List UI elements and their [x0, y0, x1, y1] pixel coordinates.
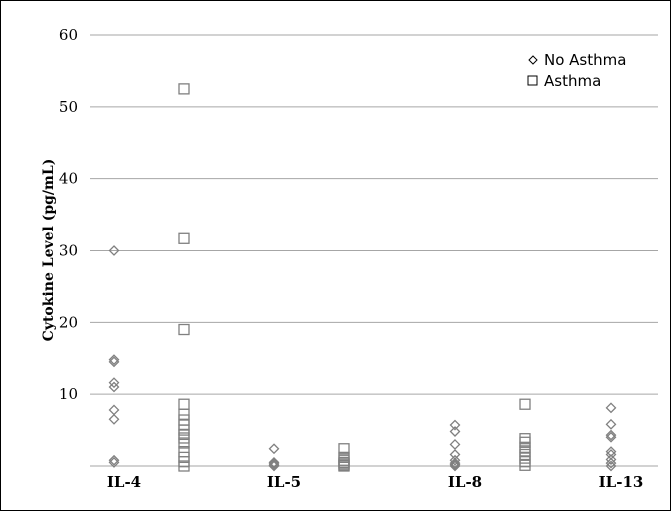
data-point-no-asthma [449, 454, 461, 466]
x-category-label: IL-8 [448, 473, 482, 491]
data-point-no-asthma [108, 381, 120, 393]
data-point-no-asthma [605, 429, 617, 441]
data-point-asthma [519, 459, 531, 471]
data-point-no-asthma [108, 456, 120, 468]
data-point-no-asthma [108, 413, 120, 425]
data-point-asthma [519, 456, 531, 468]
x-category-labels: IL-4 IL-5 IL-8 IL-13 [107, 473, 643, 491]
data-point-asthma [178, 83, 190, 95]
data-point-no-asthma [268, 443, 280, 455]
data-point-asthma [178, 456, 190, 468]
legend-diamond-icon [528, 55, 538, 65]
data-point-asthma [178, 323, 190, 336]
y-tick-label: 20 [59, 313, 78, 331]
data-point-asthma [178, 437, 190, 449]
legend-square-icon [527, 75, 538, 86]
data-point-no-asthma [449, 460, 461, 472]
data-point-no-asthma [449, 439, 461, 450]
y-tick-label: 30 [59, 242, 78, 260]
legend-label-no-asthma: No Asthma [544, 51, 626, 69]
x-category-label: IL-5 [267, 473, 301, 491]
data-point-no-asthma [108, 245, 120, 256]
grid-lines [90, 34, 658, 467]
data-point-no-asthma [268, 458, 280, 470]
x-category-label: IL-13 [599, 473, 644, 491]
data-points [108, 83, 617, 472]
data-point-no-asthma [605, 431, 617, 443]
data-point-no-asthma [605, 454, 617, 465]
data-point-no-asthma [605, 446, 617, 458]
data-point-asthma [178, 460, 190, 472]
data-point-no-asthma [449, 426, 461, 437]
data-point-no-asthma [268, 460, 280, 472]
data-point-asthma [178, 398, 190, 410]
data-point-no-asthma [605, 460, 617, 472]
data-point-asthma [338, 443, 350, 455]
data-point-no-asthma [108, 404, 120, 416]
data-point-no-asthma [268, 456, 280, 468]
data-point-asthma [519, 452, 531, 464]
data-point-asthma [178, 232, 190, 244]
data-point-asthma [178, 408, 190, 420]
x-category-label: IL-4 [107, 473, 141, 491]
data-point-no-asthma [605, 457, 617, 469]
legend-item-no-asthma: No Asthma [528, 51, 626, 69]
data-point-no-asthma [449, 449, 461, 460]
legend: No Asthma Asthma [527, 51, 626, 90]
y-tick-label: 10 [59, 385, 78, 403]
data-point-no-asthma [108, 377, 120, 389]
data-point-no-asthma [449, 419, 461, 431]
y-tick-label: 60 [59, 26, 78, 44]
data-point-no-asthma [108, 354, 120, 366]
y-tick-label: 50 [59, 98, 78, 116]
data-point-asthma [519, 448, 531, 461]
data-point-no-asthma [108, 356, 120, 368]
data-point-no-asthma [449, 457, 461, 469]
data-point-no-asthma [108, 454, 120, 466]
data-point-no-asthma [605, 418, 617, 430]
y-axis-label: Cytokine Level (pg/mL) [41, 159, 57, 342]
data-point-no-asthma [449, 459, 461, 470]
data-point-no-asthma [605, 402, 617, 414]
legend-item-asthma: Asthma [527, 72, 601, 90]
y-tick-label: 40 [59, 170, 78, 188]
data-point-asthma [519, 398, 531, 410]
y-tick-labels: 10 20 30 40 50 60 [59, 26, 78, 403]
legend-label-asthma: Asthma [544, 72, 601, 90]
data-point-asthma [338, 460, 350, 472]
